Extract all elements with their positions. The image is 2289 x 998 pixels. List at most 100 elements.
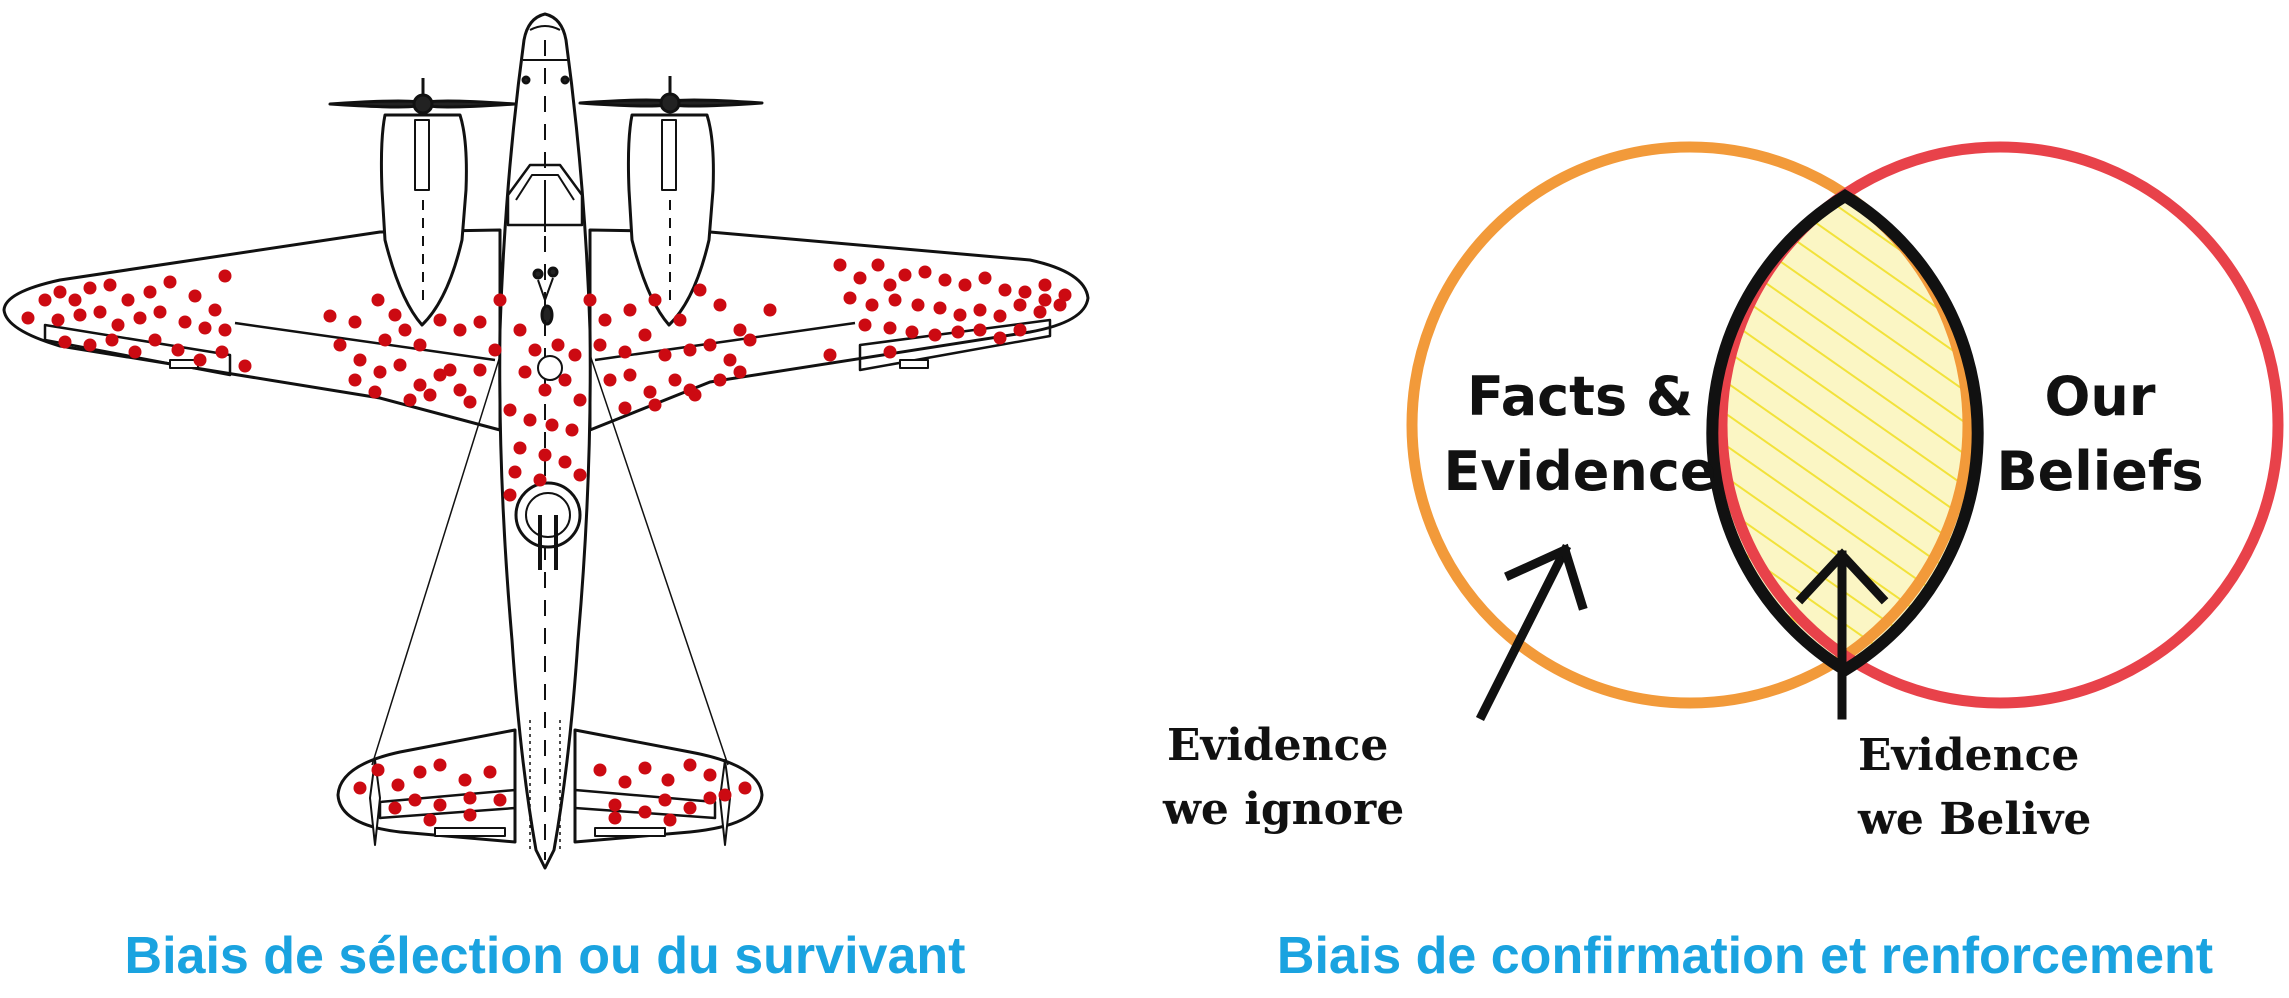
bullet-hole-dot — [193, 353, 207, 367]
bullet-hole-dot — [388, 801, 402, 815]
bullet-hole-dot — [473, 315, 487, 329]
bullet-hole-dot — [593, 763, 607, 777]
bullet-hole-dot — [673, 313, 687, 327]
bullet-hole-dot — [865, 298, 879, 312]
bullet-hole-dot — [703, 791, 717, 805]
bullet-hole-dot — [738, 781, 752, 795]
bullet-hole-dot — [883, 278, 897, 292]
bullet-hole-dot — [463, 791, 477, 805]
bullet-hole-dot — [51, 313, 65, 327]
bullet-hole-dot — [198, 321, 212, 335]
bullet-hole-dot — [658, 793, 672, 807]
bullet-hole-dot — [153, 305, 167, 319]
bullet-hole-dot — [508, 465, 522, 479]
bullet-hole-dot — [648, 398, 662, 412]
bullet-hole-dot — [623, 303, 637, 317]
bullet-hole-dot — [443, 363, 457, 377]
bullet-hole-dot — [538, 383, 552, 397]
bullet-hole-dot — [493, 793, 507, 807]
bullet-hole-dot — [413, 338, 427, 352]
bullet-hole-dot — [703, 338, 717, 352]
bullet-hole-dot — [573, 393, 587, 407]
bullet-hole-dot — [528, 343, 542, 357]
bullet-hole-dot — [973, 323, 987, 337]
bullet-hole-dot — [378, 333, 392, 347]
bullet-hole-dot — [83, 338, 97, 352]
arrow-evidence-ignore — [1475, 543, 1588, 722]
bullet-hole-dot — [398, 323, 412, 337]
bullet-hole-dots — [21, 258, 1072, 827]
survivorship-bias-caption: Biais de sélection ou du survivant — [124, 927, 966, 985]
bullet-hole-dot — [1038, 278, 1052, 292]
bullet-hole-dot — [21, 311, 35, 325]
bullet-hole-dot — [693, 283, 707, 297]
bullet-hole-dot — [638, 328, 652, 342]
bullet-hole-dot — [1058, 288, 1072, 302]
bullet-hole-dot — [918, 265, 932, 279]
bullet-hole-dot — [533, 473, 547, 487]
bullet-hole-dot — [93, 305, 107, 319]
venn-diagram: Facts & Evidence Our Beliefs Evidence we… — [1162, 141, 2284, 845]
evidence-ignore-label-line2: we ignore — [1162, 784, 1404, 835]
bullet-hole-dot — [938, 273, 952, 287]
bullet-hole-dot — [423, 388, 437, 402]
bullet-hole-dot — [733, 365, 747, 379]
bullet-hole-dot — [713, 298, 727, 312]
bullet-hole-dot — [463, 808, 477, 822]
left-wing — [2, 228, 502, 432]
bullet-hole-dot — [545, 418, 559, 432]
facts-evidence-circle — [1406, 141, 1974, 709]
evidence-believe-label-line2: we Belive — [1857, 794, 2091, 845]
confirmation-bias-caption: Biais de confirmation et renforcement — [1276, 927, 2214, 985]
bullet-hole-dot — [713, 373, 727, 387]
bullet-hole-dot — [833, 258, 847, 272]
bullet-hole-dot — [523, 413, 537, 427]
bullet-hole-dot — [911, 298, 925, 312]
bullet-hole-dot — [488, 343, 502, 357]
bullet-hole-dot — [348, 373, 362, 387]
bomber-airplane-illustration — [2, 12, 1090, 870]
bullet-hole-dot — [998, 283, 1012, 297]
bullet-hole-dot — [513, 323, 527, 337]
bullet-hole-dot — [661, 773, 675, 787]
bullet-hole-dot — [565, 423, 579, 437]
bullet-hole-dot — [215, 345, 229, 359]
bullet-hole-dot — [348, 315, 362, 329]
bullet-hole-dot — [423, 813, 437, 827]
bullet-hole-dot — [623, 368, 637, 382]
bullet-hole-dot — [638, 761, 652, 775]
facts-evidence-label-line2: Evidence — [1444, 440, 1717, 503]
bullet-hole-dot — [128, 345, 142, 359]
bullet-hole-dot — [463, 395, 477, 409]
bullet-hole-dot — [978, 271, 992, 285]
bullet-hole-dot — [53, 285, 67, 299]
bullet-hole-dot — [453, 383, 467, 397]
bullet-hole-dot — [608, 798, 622, 812]
bullet-hole-dot — [408, 793, 422, 807]
bullet-hole-dot — [163, 275, 177, 289]
bullet-hole-dot — [953, 308, 967, 322]
bullet-hole-dot — [473, 363, 487, 377]
bullet-hole-dot — [103, 278, 117, 292]
bullet-hole-dot — [483, 765, 497, 779]
bullet-hole-dot — [393, 358, 407, 372]
bullet-hole-dot — [933, 301, 947, 315]
our-beliefs-label-line2: Beliefs — [1996, 440, 2203, 503]
bullet-hole-dot — [238, 359, 252, 373]
bullet-hole-dot — [518, 365, 532, 379]
evidence-ignore-label-line1: Evidence — [1167, 720, 1388, 771]
bullet-hole-dot — [905, 325, 919, 339]
bullet-hole-dot — [598, 313, 612, 327]
bullet-hole-dot — [111, 318, 125, 332]
bullet-hole-dot — [458, 773, 472, 787]
our-beliefs-label-line1: Our — [2045, 365, 2156, 428]
bullet-hole-dot — [951, 325, 965, 339]
bullet-hole-dot — [618, 345, 632, 359]
facts-evidence-label-line1: Facts & — [1467, 365, 1693, 428]
bullet-hole-dot — [38, 293, 52, 307]
bullet-hole-dot — [391, 778, 405, 792]
bullet-hole-dot — [583, 293, 597, 307]
bullet-hole-dot — [973, 303, 987, 317]
bullet-hole-dot — [433, 758, 447, 772]
